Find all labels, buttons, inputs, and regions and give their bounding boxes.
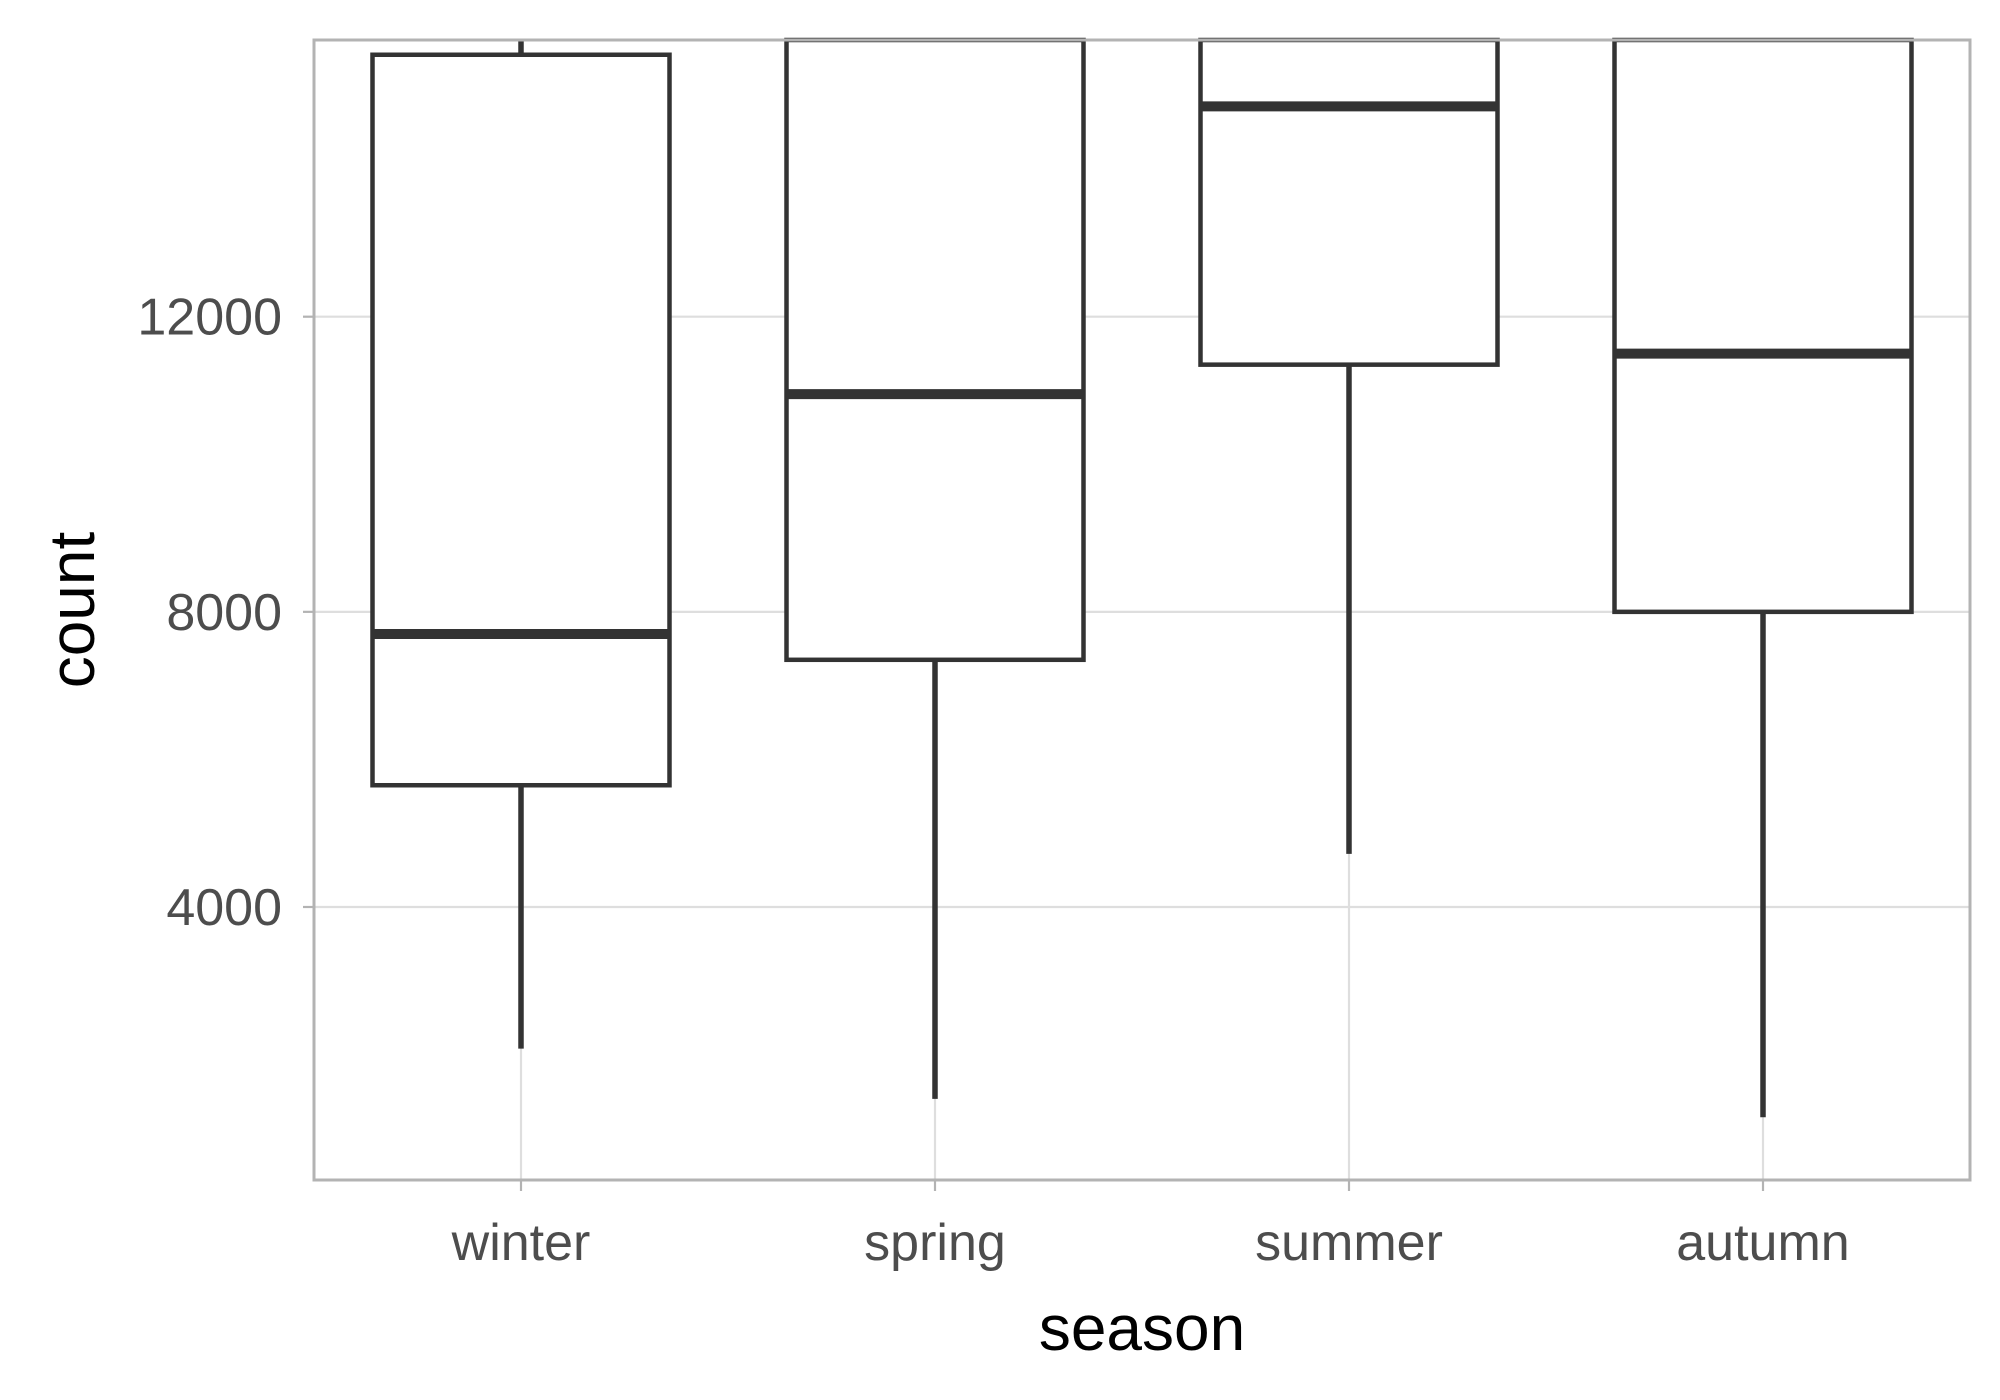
y-tick-label: 4000: [166, 879, 282, 937]
box-winter: [370, 52, 672, 788]
x-tick-label: autumn: [1676, 1214, 1849, 1272]
box-autumn: [1612, 37, 1914, 615]
boxes: [370, 37, 1914, 788]
box-spring: [784, 37, 1086, 663]
x-tick-label: winter: [451, 1214, 591, 1272]
x-axis-ticks: winter spring summer autumn: [451, 1180, 1850, 1272]
y-tick-label: 8000: [166, 584, 282, 642]
box-summer: [1198, 37, 1500, 367]
panel-border: [312, 38, 1972, 1182]
median-lines: [372, 101, 1912, 639]
y-axis-ticks: 4000 8000 12000: [137, 289, 314, 937]
y-axis-title: count: [36, 532, 108, 689]
x-axis-title: season: [1039, 1292, 1245, 1364]
whiskers: [518, 40, 1766, 1118]
y-tick-label: 12000: [137, 289, 282, 347]
x-tick-label: spring: [864, 1214, 1006, 1272]
x-tick-label: summer: [1255, 1214, 1443, 1272]
